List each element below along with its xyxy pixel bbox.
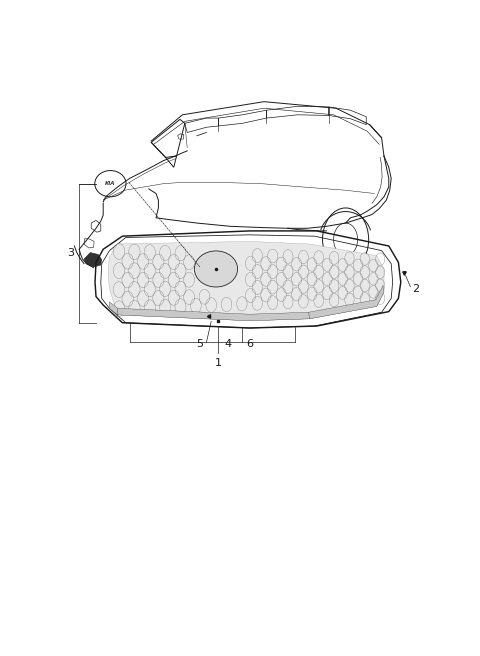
Text: 6: 6	[246, 338, 253, 349]
Polygon shape	[118, 308, 310, 321]
Ellipse shape	[194, 251, 238, 287]
Polygon shape	[309, 285, 384, 319]
Polygon shape	[109, 302, 118, 315]
Text: 3: 3	[67, 247, 74, 258]
Text: 2: 2	[412, 283, 419, 294]
Text: KIA: KIA	[105, 181, 116, 186]
Polygon shape	[84, 253, 102, 267]
Polygon shape	[108, 241, 384, 321]
Text: 1: 1	[215, 358, 222, 368]
Text: 4: 4	[224, 338, 231, 349]
Text: 5: 5	[196, 338, 203, 349]
